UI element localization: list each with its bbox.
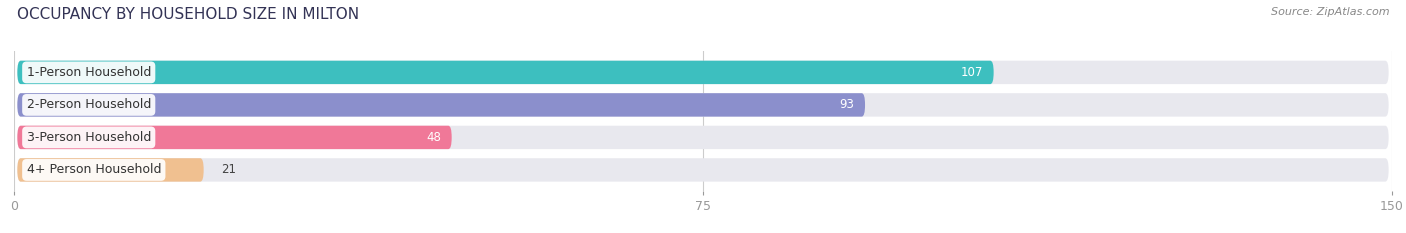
FancyBboxPatch shape [17,126,1389,149]
Text: OCCUPANCY BY HOUSEHOLD SIZE IN MILTON: OCCUPANCY BY HOUSEHOLD SIZE IN MILTON [17,7,359,22]
FancyBboxPatch shape [17,93,865,116]
FancyBboxPatch shape [17,126,451,149]
Text: 2-Person Household: 2-Person Household [27,98,150,111]
Text: 93: 93 [839,98,855,111]
Text: 21: 21 [221,163,236,176]
Text: 3-Person Household: 3-Person Household [27,131,150,144]
FancyBboxPatch shape [17,61,994,84]
Text: 4+ Person Household: 4+ Person Household [27,163,162,176]
Text: 48: 48 [426,131,441,144]
FancyBboxPatch shape [17,158,1389,182]
FancyBboxPatch shape [17,93,1389,116]
Text: 107: 107 [960,66,983,79]
FancyBboxPatch shape [17,61,1389,84]
Text: Source: ZipAtlas.com: Source: ZipAtlas.com [1271,7,1389,17]
Text: 1-Person Household: 1-Person Household [27,66,150,79]
FancyBboxPatch shape [17,158,204,182]
